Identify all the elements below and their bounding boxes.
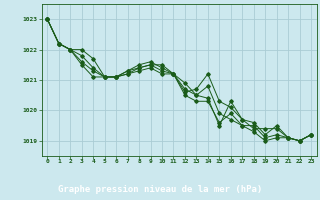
Text: Graphe pression niveau de la mer (hPa): Graphe pression niveau de la mer (hPa) [58,185,262,194]
